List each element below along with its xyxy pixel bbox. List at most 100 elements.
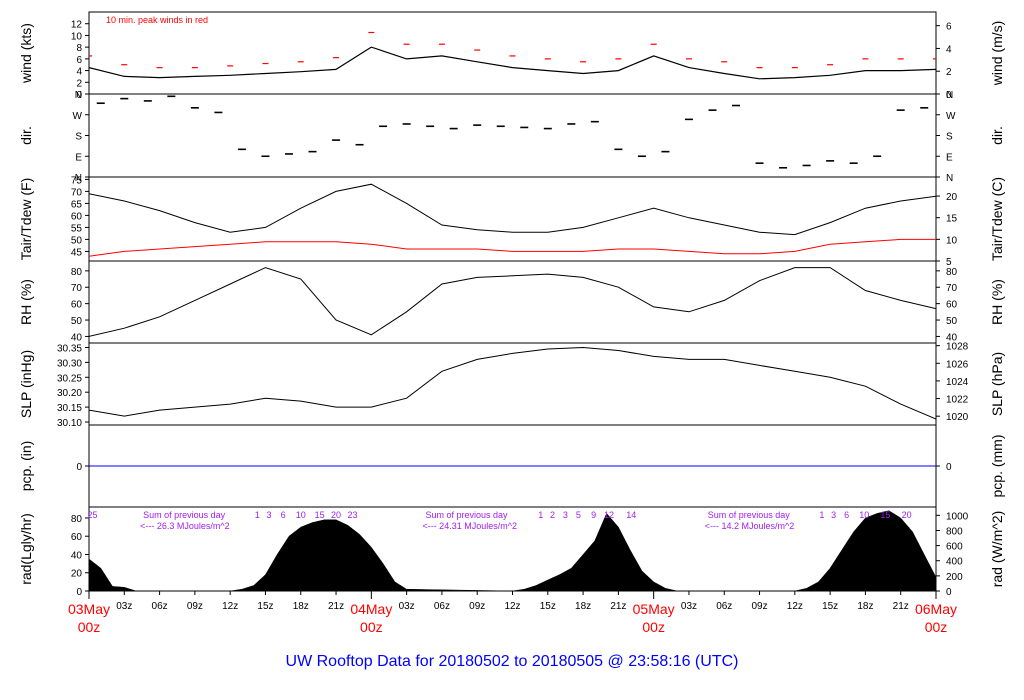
dir-tick-label-left: N — [75, 173, 82, 184]
rad-hour-mark: 25 — [88, 510, 98, 520]
temp-tick-label-left: 45 — [71, 247, 83, 258]
dir-tick-label-left: W — [73, 111, 83, 122]
rh-tick-label-left: 40 — [71, 332, 83, 343]
slp-series-slp — [89, 346, 936, 420]
rad-hour-mark: 15 — [880, 510, 890, 520]
panel-pcp: pcp. (in) pcp. (mm) 0 0 — [18, 424, 1005, 508]
wind-ylabel-right: wind (m/s) — [989, 21, 1005, 87]
rad-ylabel-left: rad(Lgly/hr) — [18, 513, 34, 585]
slp-ylabel-right: SLP (hPa) — [989, 352, 1005, 416]
temp-series-tair — [89, 183, 936, 236]
rad-hour-mark: 3 — [831, 510, 836, 520]
rad-hour-mark: 1 — [255, 510, 260, 520]
rh-tick-label-right: 80 — [946, 267, 958, 278]
time-tick-label: 09z — [751, 601, 767, 612]
rad-ylabel-right: rad (W/m^2) — [989, 511, 1005, 588]
rh-tick-label-left: 70 — [71, 283, 83, 294]
dir-data — [96, 95, 929, 169]
rad-tick-label-left: 60 — [71, 532, 83, 543]
rh-tick-label-right: 60 — [946, 300, 958, 311]
temp-data — [89, 183, 936, 257]
dir-tick-label-right: N — [946, 173, 953, 184]
slp-tick-label-left: 30.30 — [57, 358, 82, 369]
slp-tick-label-left: 30.20 — [57, 388, 82, 399]
rad-hour-mark: 6 — [844, 510, 849, 520]
temp-tick-label-left: 70 — [71, 187, 83, 198]
rad-sum-value: <--- 14.2 MJoules/m^2 — [705, 521, 795, 531]
time-tick-label: 12z — [222, 601, 238, 612]
temp-tick-label-left: 75 — [71, 175, 83, 186]
wind-data — [89, 31, 936, 80]
panel-dir: dir. dir.N NE ES SW WN N — [18, 90, 1005, 184]
rad-tick-label-right: 1000 — [946, 511, 969, 522]
time-tick-label: 06z — [434, 601, 450, 612]
rad-hour-mark: 5 — [576, 510, 581, 520]
day-label-date: 05May — [633, 601, 675, 617]
wind-tick-label-left: 2 — [76, 78, 82, 89]
time-tick-label: 09z — [187, 601, 203, 612]
rad-hour-mark: 12 — [604, 510, 614, 520]
dir-tick-label-right: E — [946, 152, 953, 163]
rad-sum-title: Sum of previous day — [143, 510, 226, 520]
rh-tick-label-left: 60 — [71, 300, 83, 311]
rad-tick-label-left: 40 — [71, 550, 83, 561]
dir-tick-label-right: W — [946, 111, 956, 122]
wind-frame — [88, 11, 937, 95]
rad-sum-value: <--- 26.3 MJoules/m^2 — [140, 521, 230, 531]
slp-ylabel-left: SLP (inHg) — [18, 350, 34, 418]
rad-sum-title: Sum of previous day — [425, 510, 508, 520]
wind-tick-label-left: 6 — [76, 55, 82, 66]
time-tick-label: 18z — [575, 601, 591, 612]
rad-hour-mark: 3 — [563, 510, 568, 520]
temp-tick-label-left: 60 — [71, 211, 83, 222]
temp-tick-label-right: 10 — [946, 235, 958, 246]
day-label-hour: 00z — [78, 619, 101, 635]
rad-tick-label-left: 0 — [76, 587, 82, 598]
time-tick-label: 06z — [716, 601, 732, 612]
time-tick-label: 18z — [293, 601, 309, 612]
time-tick-label: 03z — [116, 601, 132, 612]
wind-tick-label-left: 4 — [76, 67, 82, 78]
rad-data — [89, 510, 936, 591]
dir-tick-label-left: S — [75, 132, 82, 143]
pcp-tick-label-left: 0 — [76, 462, 82, 473]
day-label-date: 03May — [68, 601, 110, 617]
rad-hour-mark: 3 — [266, 510, 271, 520]
rh-frame — [88, 260, 937, 344]
rad-sum-title: Sum of previous day — [708, 510, 791, 520]
rh-ylabel-right: RH (%) — [989, 279, 1005, 325]
temp-tick-label-left: 55 — [71, 223, 83, 234]
rh-tick-label-left: 50 — [71, 316, 83, 327]
dir-ylabel-left: dir. — [18, 126, 34, 145]
panel-rh: RH (%) RH (%) 40 50 60 70 80 40 50 60 70 80 — [18, 260, 1005, 344]
rad-hour-mark: 20 — [331, 510, 341, 520]
wind-tick-label-left: 12 — [71, 20, 83, 31]
rad-tick-label-right: 600 — [946, 542, 963, 553]
rad-hour-mark: 1 — [538, 510, 543, 520]
figure-title: UW Rooftop Data for 20180502 to 20180505… — [286, 653, 739, 670]
rad-hour-mark: 9 — [591, 510, 596, 520]
rad-tick-label-left: 80 — [71, 514, 83, 525]
rad-hour-mark: 1 — [819, 510, 824, 520]
temp-tick-label-right: 5 — [946, 257, 952, 268]
temp-tick-label-right: 15 — [946, 214, 958, 225]
rad-hour-mark: 14 — [626, 510, 636, 520]
pcp-ylabel-left: pcp. (in) — [18, 441, 34, 492]
rad-tick-label-right: 400 — [946, 557, 963, 568]
panel-slp: SLP (inHg) SLP (hPa) 30.10 30.15 30.20 30.25 3… — [18, 342, 1005, 429]
rad-tick-label-right: 0 — [946, 587, 952, 598]
temp-series-tdew — [89, 238, 936, 257]
slp-tick-label-right: 1022 — [946, 395, 969, 406]
slp-tick-label-right: 1028 — [946, 342, 969, 353]
slp-frame — [88, 342, 937, 426]
rad-hour-mark: 10 — [296, 510, 306, 520]
slp-tick-label-right: 1026 — [946, 359, 969, 370]
day-label-hour: 00z — [360, 619, 383, 635]
dir-tick-label-right: S — [946, 132, 953, 143]
dir-tick-label-left: E — [75, 152, 82, 163]
rad-hour-mark: 10 — [859, 510, 869, 520]
time-tick-label: 15z — [822, 601, 838, 612]
temp-ylabel-left: Tair/Tdew (F) — [18, 178, 34, 260]
rad-tick-label-right: 200 — [946, 572, 963, 583]
